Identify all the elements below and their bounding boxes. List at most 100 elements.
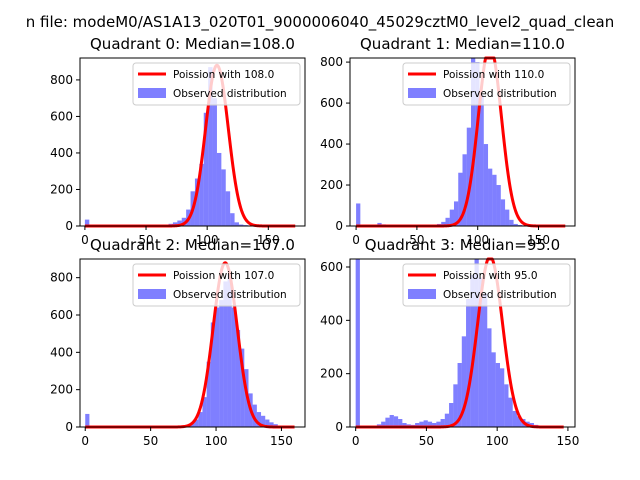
histogram-bar: [505, 209, 510, 226]
legend: Poission with 107.0 Observed distribution: [132, 263, 301, 307]
histogram-bar: [466, 299, 471, 427]
histogram-bar: [516, 416, 522, 427]
histogram-bar: [496, 185, 501, 226]
x-tick-label: 100: [205, 434, 228, 448]
histogram-bar: [261, 415, 266, 427]
x-tick-label: 0: [81, 434, 89, 448]
histogram-bar: [398, 419, 403, 427]
histogram-bar: [445, 217, 450, 226]
y-tick-label: 600: [320, 96, 343, 110]
histogram-bar: [488, 168, 493, 226]
histogram-bar: [227, 273, 232, 427]
histogram-bar: [265, 419, 270, 427]
subplot-title: Quadrant 2: Median=107.0: [90, 236, 295, 254]
histogram-bar: [208, 67, 213, 226]
histogram-bar: [216, 152, 222, 226]
histogram-bar: [215, 307, 220, 427]
histogram-bar: [449, 209, 454, 226]
histogram-bar: [210, 322, 215, 427]
y-tick-label: 200: [320, 178, 343, 192]
histogram-bar: [432, 423, 437, 427]
histogram-bar: [238, 224, 244, 226]
legend-bar-swatch: [138, 88, 166, 98]
histogram-bar: [198, 412, 203, 427]
histogram-bar: [269, 422, 274, 427]
histogram-bar: [231, 307, 236, 427]
histogram-bar: [512, 411, 517, 427]
histogram-bar: [385, 417, 390, 427]
y-tick-label: 0: [335, 219, 343, 233]
y-tick-label: 600: [50, 308, 73, 322]
histogram-bar: [419, 421, 424, 427]
histogram-bar: [444, 413, 450, 427]
histogram-bar: [355, 259, 360, 427]
y-tick-label: 0: [335, 420, 343, 434]
legend-bar-swatch: [408, 289, 436, 299]
x-tick-label: 50: [143, 434, 158, 448]
y-tick-label: 600: [320, 260, 343, 274]
y-tick-label: 800: [50, 73, 73, 87]
histogram-bar: [458, 172, 463, 226]
histogram-bars: [85, 273, 295, 427]
histogram-bar: [462, 154, 467, 226]
histogram-bar: [440, 419, 445, 427]
legend-bar-swatch: [408, 88, 436, 98]
histogram-bar: [471, 58, 476, 226]
x-tick-label: 50: [419, 434, 434, 448]
legend-box: [132, 263, 301, 307]
x-tick-label: 0: [352, 434, 360, 448]
histogram-bar: [402, 423, 407, 427]
y-tick-label: 200: [50, 182, 73, 196]
histogram-bar: [513, 223, 518, 226]
histogram-bar: [235, 329, 241, 427]
y-tick-label: 0: [65, 219, 73, 233]
histogram-bar: [377, 222, 382, 226]
histogram-bar: [221, 169, 226, 226]
subplot-title: Quadrant 3: Median=95.0: [365, 236, 560, 254]
histogram-bar: [504, 384, 509, 427]
subplot-3: 0 50 100 150 0 200 400 600 Quadrant 3: Median=95…: [320, 236, 579, 448]
histogram-bar: [453, 384, 458, 427]
histogram-bar: [483, 293, 488, 427]
x-tick-label: 150: [527, 233, 550, 247]
y-tick-label: 400: [320, 313, 343, 327]
histogram-bar: [509, 219, 514, 226]
x-tick-label: 0: [352, 233, 360, 247]
histogram-bar: [234, 222, 239, 226]
histogram-bar: [252, 404, 257, 427]
histogram-bar: [203, 112, 209, 226]
histogram-bar: [230, 213, 235, 226]
histogram-bar: [500, 199, 506, 226]
legend-label-fit: Poission with 95.0: [443, 270, 538, 282]
legend-label-observed: Observed distribution: [443, 88, 557, 100]
y-tick-label: 400: [50, 146, 73, 160]
legend: Poission with 95.0 Observed distribution: [402, 263, 571, 307]
histogram-bar: [199, 163, 204, 226]
legend-box: [402, 263, 571, 307]
subplot-1: 0 50 100 150 0 200 400 600 800 Quadrant 1: Median…: [320, 35, 576, 247]
histogram-bar: [381, 421, 386, 427]
histogram-bar: [84, 219, 90, 226]
histogram-bar: [356, 203, 361, 226]
histogram-bar: [491, 352, 496, 427]
x-tick-label: 100: [466, 233, 489, 247]
histogram-bar: [202, 397, 207, 427]
y-tick-label: 200: [50, 383, 73, 397]
x-tick-label: 100: [196, 233, 219, 247]
figure-suptitle: n file: modeM0/AS1A13_020T01_9000006040_…: [26, 13, 615, 32]
y-tick-label: 800: [50, 271, 73, 285]
histogram-bar: [206, 361, 211, 427]
axes-frame: [79, 258, 306, 428]
legend-box: [402, 62, 571, 106]
histogram-bar: [240, 348, 245, 427]
legend-bar-swatch: [138, 289, 166, 299]
x-tick-label: 100: [486, 434, 509, 448]
legend-label-fit: Poission with 107.0: [173, 270, 274, 282]
histogram-bar: [423, 420, 428, 427]
legend-label-observed: Observed distribution: [173, 289, 287, 301]
histogram-bars: [356, 58, 569, 226]
histogram-bar: [194, 178, 200, 226]
subplot-title: Quadrant 0: Median=108.0: [90, 35, 295, 53]
x-tick-label: 50: [409, 233, 424, 247]
